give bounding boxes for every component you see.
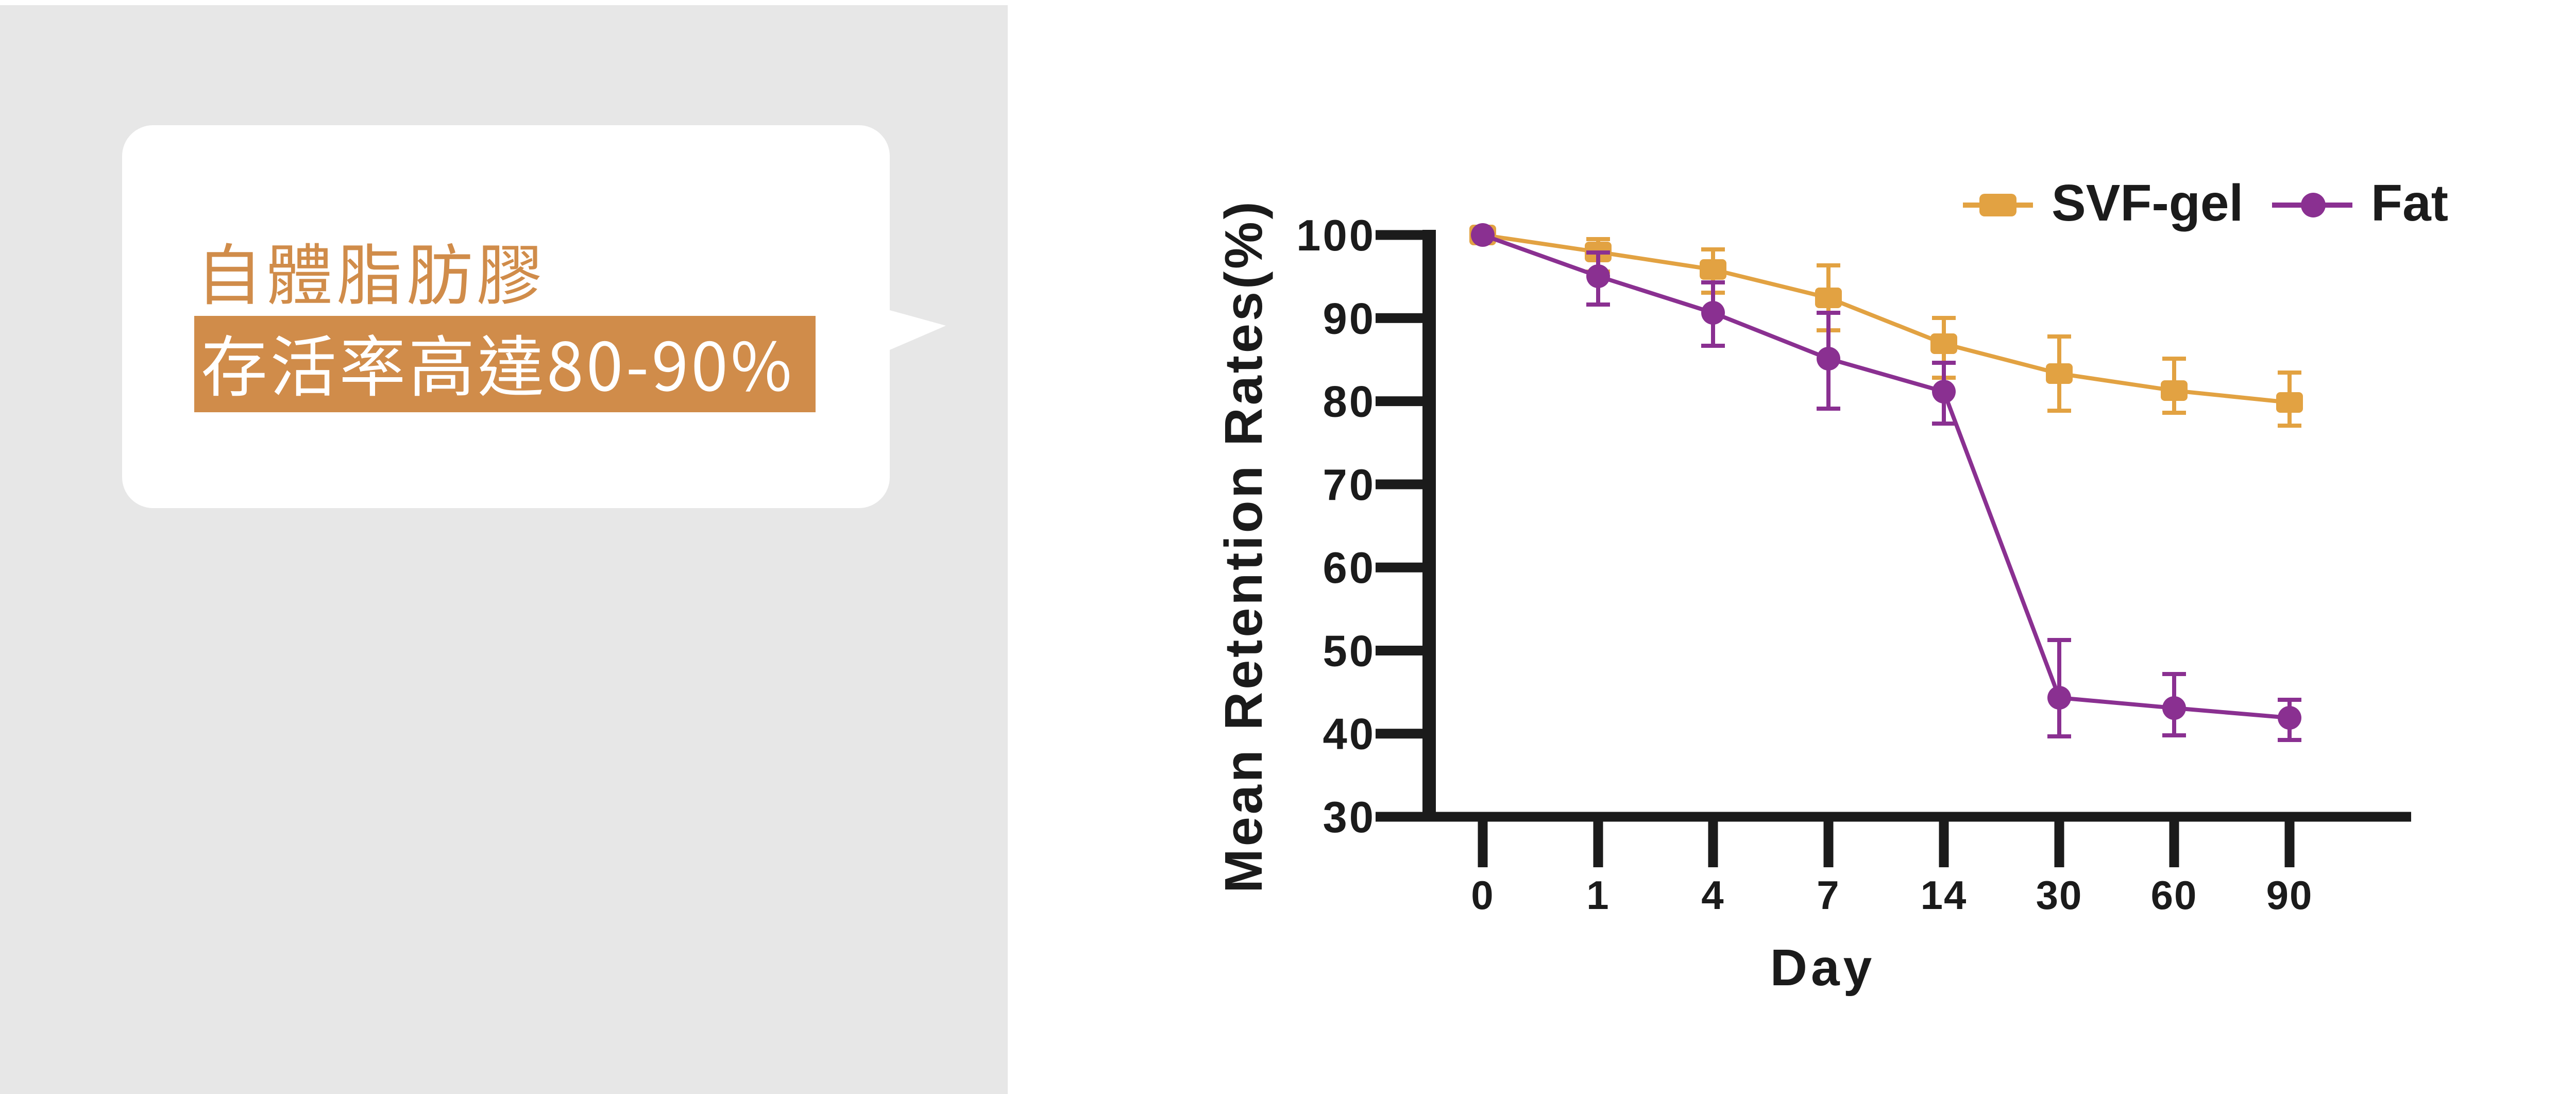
svg-text:90: 90 (2266, 872, 2313, 918)
svg-text:30: 30 (1323, 793, 1376, 842)
svg-text:Fat: Fat (2371, 174, 2448, 232)
svg-text:4: 4 (1701, 872, 1724, 918)
svg-text:1: 1 (1586, 872, 1609, 918)
svg-text:60: 60 (2151, 872, 2198, 918)
svg-text:SVF-gel: SVF-gel (2052, 174, 2243, 232)
svg-text:90: 90 (1323, 294, 1376, 343)
svg-text:14: 14 (1921, 872, 1968, 918)
svg-text:100: 100 (1296, 211, 1376, 260)
svg-text:Day: Day (1770, 939, 1875, 997)
svg-text:80: 80 (1323, 378, 1376, 427)
svg-text:40: 40 (1323, 710, 1376, 759)
svg-text:50: 50 (1323, 627, 1376, 676)
svg-text:Mean Retention Rates(%): Mean Retention Rates(%) (1214, 199, 1273, 893)
svg-text:70: 70 (1323, 461, 1376, 510)
svg-text:0: 0 (1471, 872, 1494, 918)
svg-text:60: 60 (1323, 544, 1376, 593)
svg-text:7: 7 (1817, 872, 1840, 918)
svg-text:30: 30 (2036, 872, 2083, 918)
